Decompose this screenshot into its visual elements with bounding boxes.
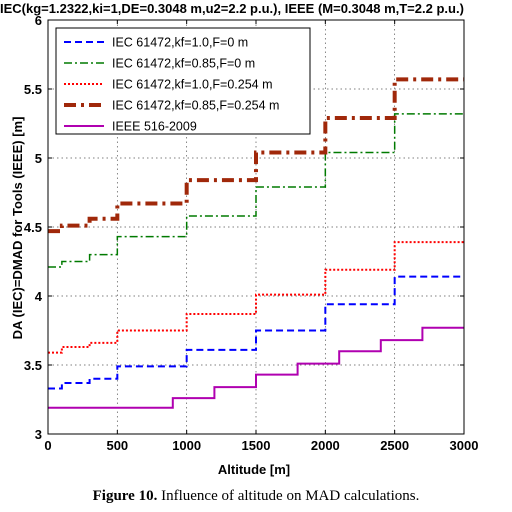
y-tick-label: 3.5 xyxy=(24,358,42,373)
caption-label: Figure 10. xyxy=(92,488,158,504)
y-tick-label: 4 xyxy=(35,289,43,304)
legend-label-2: IEC 61472,kf=0.85,F=0 m xyxy=(112,57,255,71)
legend: IEC 61472,kf=1.0,F=0 m IEC 61472,kf=0.85,… xyxy=(55,27,311,135)
plot-area: 0 500 1000 1500 2000 2500 3000 3 3.5 4 4.5 5 5.5 6 IEC… xyxy=(24,13,479,453)
x-tick-label: 3000 xyxy=(450,438,479,453)
x-tick-label: 500 xyxy=(106,438,128,453)
y-axis-title: DA (IEC)=DMAD for Tools (IEEE) [m] xyxy=(10,117,25,340)
y-tick-label: 6 xyxy=(35,13,42,28)
figure-caption: Figure 10. Influence of altitude on MAD … xyxy=(0,488,512,505)
x-axis-title: Altitude [m] xyxy=(218,462,290,477)
series-line-5 xyxy=(48,326,464,409)
y-tick-label: 3 xyxy=(35,427,42,442)
legend-label-3: IEC 61472,kf=1.0,F=0.254 m xyxy=(112,78,273,92)
legend-label-1: IEC 61472,kf=1.0,F=0 m xyxy=(112,36,248,50)
legend-box xyxy=(55,27,311,135)
series-line-3 xyxy=(48,241,464,354)
y-tick-label: 5 xyxy=(35,151,42,166)
x-tick-label: 1000 xyxy=(172,438,201,453)
x-tick-label: 2500 xyxy=(380,438,409,453)
x-tick-label: 2000 xyxy=(311,438,340,453)
legend-label-4: IEC 61472,kf=0.85,F=0.254 m xyxy=(112,99,279,113)
x-tick-label: 0 xyxy=(44,438,51,453)
chart-title: IEC(kg=1.2322,ki=1,DE=0.3048 m,u2=2.2 p.… xyxy=(0,1,464,16)
series-line-1 xyxy=(48,275,464,390)
caption-text: Influence of altitude on MAD calculation… xyxy=(161,488,420,504)
y-tick-label: 4.5 xyxy=(24,220,42,235)
series-line-4 xyxy=(48,77,464,234)
series-line-2 xyxy=(48,113,464,268)
y-tick-label: 5.5 xyxy=(24,82,42,97)
x-tick-label: 1500 xyxy=(242,438,271,453)
legend-label-5: IEEE 516-2009 xyxy=(112,120,197,134)
